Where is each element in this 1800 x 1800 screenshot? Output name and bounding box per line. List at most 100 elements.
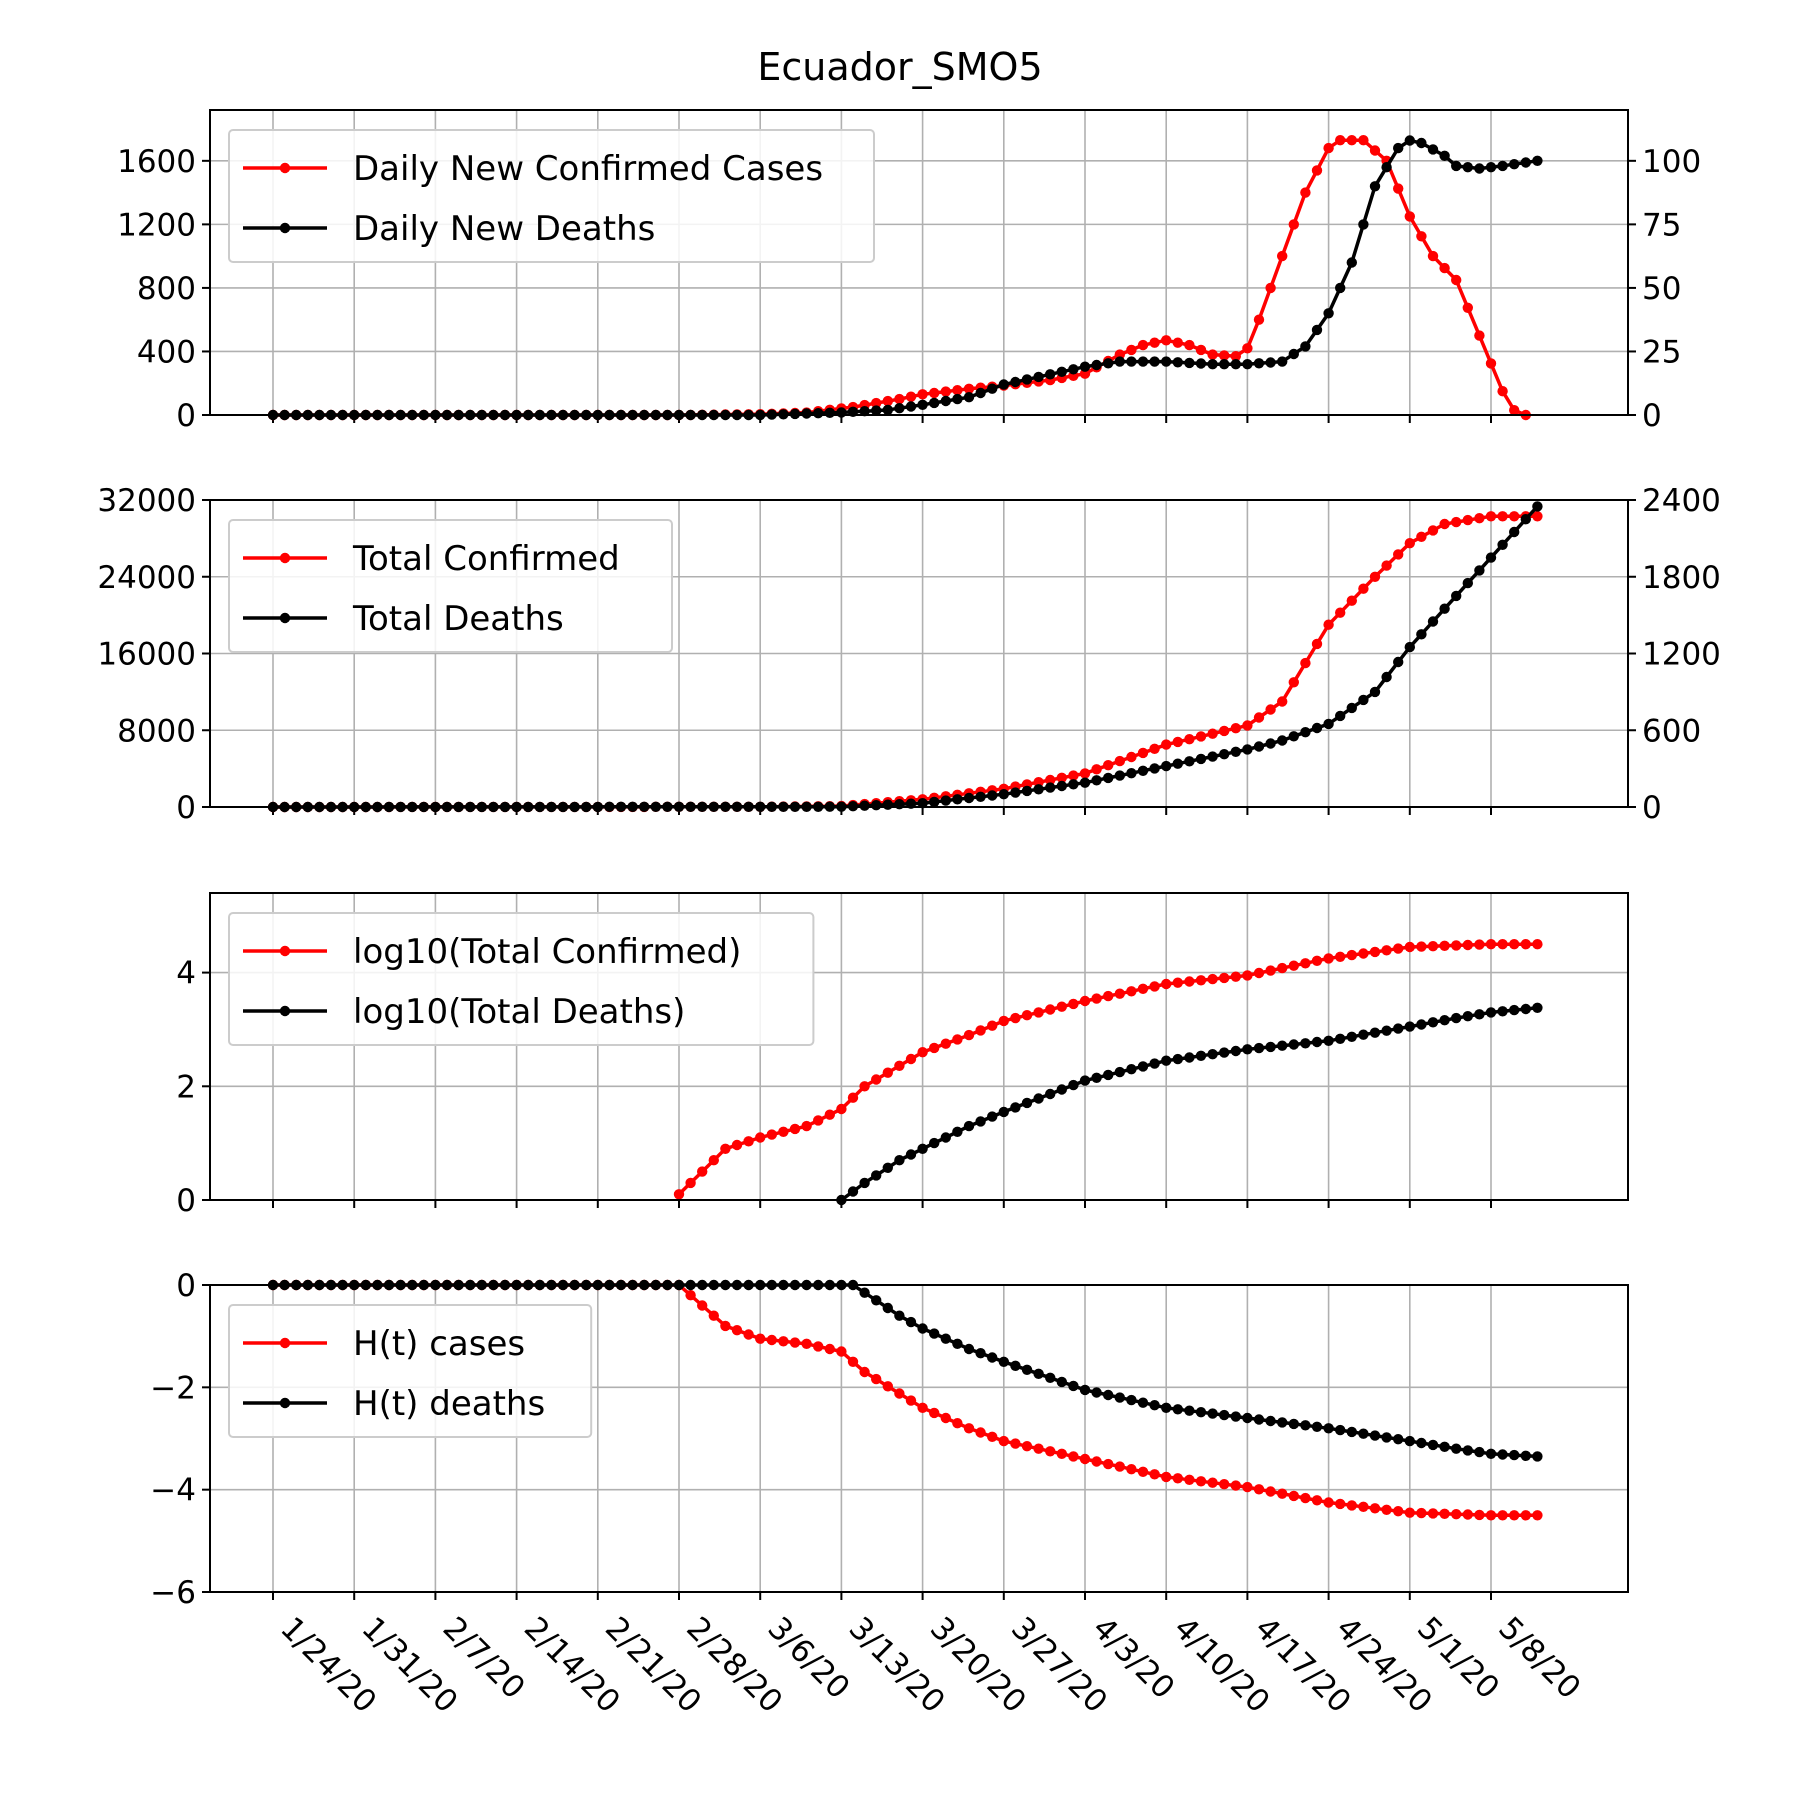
data-point [1219, 749, 1230, 760]
data-point [1091, 1456, 1102, 1467]
data-point [1207, 973, 1218, 985]
data-point [1358, 1029, 1369, 1040]
data-point [1416, 137, 1427, 149]
data-point [998, 1106, 1009, 1118]
data-point [1114, 1066, 1126, 1078]
data-point [1137, 983, 1149, 994]
data-point [1462, 1011, 1474, 1022]
data-point [1161, 335, 1172, 346]
data-point [1207, 359, 1218, 370]
y-tick-label: −6 [150, 1575, 196, 1611]
legend-marker [279, 1397, 291, 1409]
data-point [1242, 970, 1253, 981]
data-point [1427, 1439, 1439, 1451]
data-point [1068, 1079, 1079, 1091]
legend-marker [279, 222, 291, 234]
axes-frame [209, 1284, 1629, 1593]
data-point [801, 1338, 812, 1350]
data-point [1358, 1428, 1369, 1439]
data-point [1381, 1025, 1392, 1036]
data-point [1114, 770, 1126, 781]
chart-panel-1: 0 400 800 1200 1600 0 25 50 75 100 Daily New Confi… [117, 109, 1701, 434]
data-point [1010, 376, 1021, 388]
axes-frame [209, 109, 1629, 416]
data-point [1335, 710, 1346, 722]
data-point [940, 1132, 951, 1143]
data-point [905, 1053, 917, 1065]
data-point [1265, 738, 1276, 749]
data-point [1335, 1033, 1346, 1045]
y-tick-label: 0 [176, 1268, 196, 1304]
data-point [1045, 782, 1056, 793]
data-point [1311, 722, 1323, 734]
data-point [1485, 1448, 1497, 1460]
data-point [1126, 356, 1137, 367]
data-point [766, 1129, 777, 1140]
data-point [1079, 1384, 1091, 1396]
data-point [1520, 157, 1532, 168]
data-point [1230, 1480, 1242, 1491]
data-point [1288, 1490, 1300, 1502]
legend-marker [279, 945, 291, 957]
data-point [1497, 160, 1508, 172]
y-tick-label: 24000 [97, 560, 196, 596]
data-point [1021, 374, 1033, 385]
data-point [1427, 250, 1439, 262]
data-point [1207, 349, 1218, 360]
data-point [1033, 784, 1044, 795]
data-point [1079, 995, 1091, 1007]
data-point [1404, 211, 1416, 222]
data-point [1253, 967, 1265, 979]
data-point [1462, 302, 1474, 313]
data-point [1358, 694, 1369, 706]
data-point [1532, 1451, 1543, 1462]
data-point [1277, 1040, 1288, 1051]
data-point [1126, 986, 1137, 997]
data-point [1161, 1471, 1172, 1483]
data-point [1137, 339, 1149, 351]
y2-tick-label: 0 [1642, 398, 1662, 434]
data-point [1300, 727, 1311, 738]
data-point [1219, 1047, 1230, 1058]
y2-tick-label: 2400 [1642, 483, 1721, 519]
data-point [1300, 341, 1311, 352]
data-point [1242, 720, 1253, 731]
data-point [1439, 603, 1450, 614]
data-point [1497, 1006, 1508, 1017]
y2-tick-label: 1800 [1642, 560, 1721, 596]
data-point [1416, 1437, 1427, 1449]
data-point [917, 1402, 928, 1414]
data-point [929, 397, 940, 409]
data-point [1393, 943, 1404, 954]
data-point [1242, 744, 1253, 755]
data-point [1439, 940, 1450, 951]
legend-entry: Daily New Confirmed Cases [353, 149, 823, 189]
y-tick-label: 8000 [117, 713, 196, 749]
data-point [847, 1092, 859, 1103]
y-tick-label: 0 [176, 398, 196, 434]
data-point [1416, 1507, 1427, 1519]
data-point [1172, 1053, 1184, 1065]
data-point [1485, 552, 1497, 563]
data-point [801, 408, 812, 419]
data-point [1451, 160, 1462, 172]
data-point [720, 1320, 731, 1332]
data-point [952, 393, 963, 405]
data-point [1532, 1002, 1543, 1013]
data-point [975, 387, 986, 399]
data-point [1288, 960, 1300, 971]
legend-entry: log10(Total Deaths) [353, 992, 685, 1032]
data-point [1056, 772, 1068, 783]
data-point [1253, 1484, 1265, 1495]
data-point [1010, 1012, 1021, 1024]
y2-tick-label: 600 [1642, 713, 1701, 749]
data-point [1393, 183, 1404, 194]
data-point [1207, 1049, 1218, 1060]
data-point [1242, 1481, 1253, 1493]
y-tick-label: −2 [150, 1370, 196, 1406]
data-point [1439, 150, 1450, 161]
data-point [998, 789, 1009, 800]
data-point [940, 1333, 951, 1344]
data-point [894, 1310, 905, 1321]
